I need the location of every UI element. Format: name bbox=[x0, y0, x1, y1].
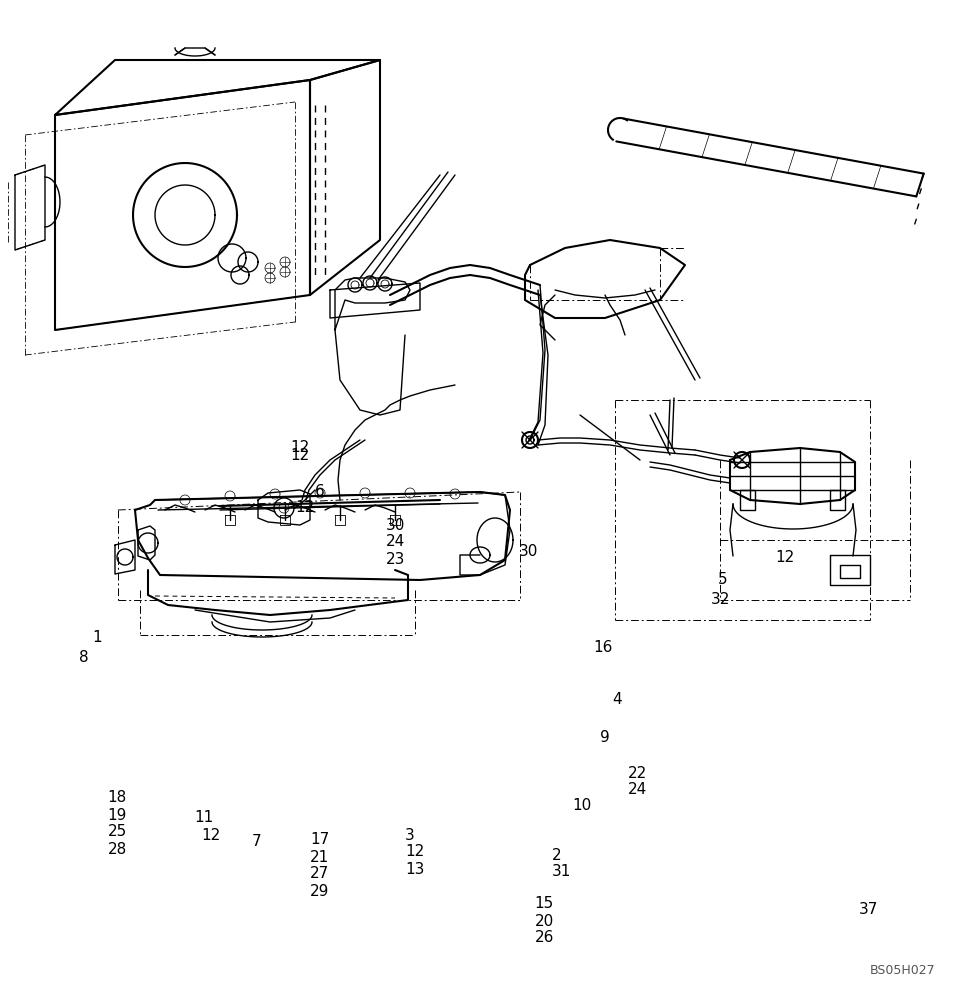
Text: 7: 7 bbox=[252, 834, 261, 850]
Text: 28: 28 bbox=[108, 842, 127, 856]
Text: 12: 12 bbox=[290, 440, 309, 456]
Text: 2: 2 bbox=[552, 848, 562, 862]
Text: 9: 9 bbox=[600, 730, 610, 746]
Text: 26: 26 bbox=[535, 930, 554, 946]
Text: 8: 8 bbox=[79, 650, 88, 666]
Text: 37: 37 bbox=[859, 902, 878, 918]
Text: 10: 10 bbox=[572, 798, 591, 812]
Text: 19: 19 bbox=[108, 808, 127, 822]
Text: 17: 17 bbox=[310, 832, 329, 848]
Text: 11: 11 bbox=[194, 810, 213, 826]
Text: 12: 12 bbox=[290, 448, 309, 462]
Text: 31: 31 bbox=[552, 864, 571, 880]
Text: 24: 24 bbox=[386, 534, 405, 550]
Text: 24: 24 bbox=[628, 782, 647, 798]
Text: 30: 30 bbox=[386, 518, 405, 532]
Text: 32: 32 bbox=[710, 592, 730, 607]
Text: 4: 4 bbox=[612, 692, 622, 708]
Text: 29: 29 bbox=[310, 884, 329, 898]
Text: 20: 20 bbox=[535, 914, 554, 928]
Text: 5: 5 bbox=[718, 572, 728, 587]
Text: 18: 18 bbox=[108, 790, 127, 806]
Text: 22: 22 bbox=[628, 766, 647, 780]
Text: 13: 13 bbox=[405, 861, 424, 876]
Text: 12: 12 bbox=[776, 550, 795, 566]
Text: BS05H027: BS05H027 bbox=[870, 964, 936, 976]
Text: 27: 27 bbox=[310, 866, 329, 882]
Text: 12: 12 bbox=[296, 500, 315, 516]
Text: 12: 12 bbox=[202, 828, 221, 842]
Text: 16: 16 bbox=[593, 641, 612, 656]
Text: 23: 23 bbox=[386, 552, 405, 566]
Text: 21: 21 bbox=[310, 850, 329, 864]
Text: 6: 6 bbox=[315, 485, 324, 499]
Text: 12: 12 bbox=[405, 844, 424, 859]
Text: 15: 15 bbox=[535, 896, 554, 912]
Text: 25: 25 bbox=[108, 824, 127, 840]
Text: 3: 3 bbox=[405, 828, 415, 842]
Text: 1: 1 bbox=[92, 631, 102, 646]
Text: 30: 30 bbox=[518, 544, 538, 560]
